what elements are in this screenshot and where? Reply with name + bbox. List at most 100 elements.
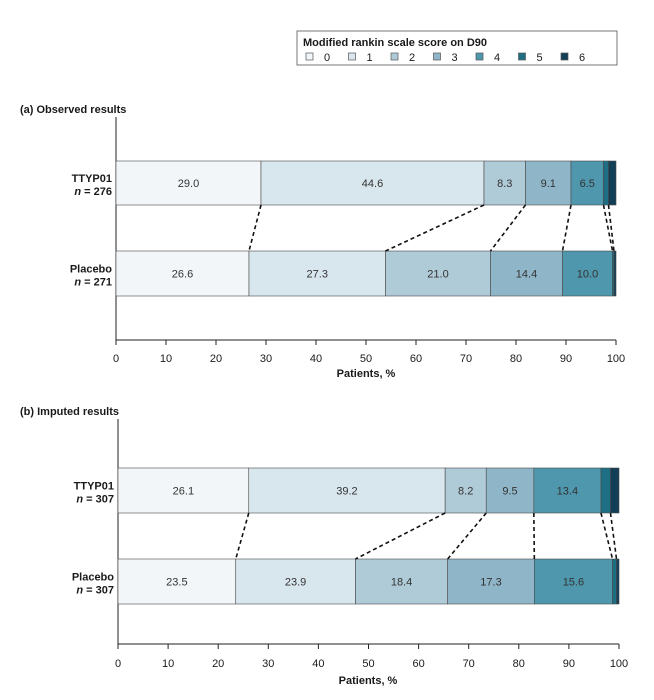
bar-value-label-ttyp01-score-0: 26.1 [173, 486, 194, 498]
bar-segment-placebo-score-3 [490, 250, 563, 297]
bar-value-label-placebo-score-2: 18.4 [391, 577, 412, 589]
bar-segment-placebo-score-2 [355, 558, 448, 605]
x-tick-label-30: 30 [262, 658, 274, 670]
bar-value-label-ttyp01-score-1: 39.2 [336, 486, 357, 498]
bar-value-label-placebo-score-4: 10.0 [577, 269, 598, 281]
legend: Modified rankin scale score on D90 0 1 2 3 4… [296, 30, 618, 66]
x-tick-label-20: 20 [210, 353, 222, 365]
panel-b-title: (b) Imputed results [20, 406, 119, 418]
connector-line-boundary-2 [447, 512, 487, 560]
bar-segment-placebo-score-0 [115, 250, 250, 297]
bar-segment-placebo-score-0 [117, 558, 237, 605]
connector-line-boundary-1 [355, 512, 446, 560]
bar-value-label-placebo-score-0: 26.6 [172, 269, 193, 281]
x-tick-label-90: 90 [560, 353, 572, 365]
bar-segment-ttyp01-score-6 [610, 467, 620, 514]
bar-value-label-ttyp01-score-1: 44.6 [362, 178, 383, 190]
x-tick-label-70: 70 [460, 353, 472, 365]
panel-b-x-axis-title: Patients, % [339, 675, 398, 687]
bar-segment-placebo-score-1 [235, 558, 356, 605]
connector-line-boundary-2 [489, 204, 527, 252]
group-n-label-placebo: n = 307 [76, 585, 114, 597]
bar-segment-placebo-score-4 [562, 250, 613, 297]
bar-segment-ttyp01-score-5 [603, 160, 609, 206]
bar-segment-placebo-score-5 [612, 558, 617, 605]
bar-segment-ttyp01-score-4 [533, 467, 602, 514]
bar-value-label-ttyp01-score-0: 29.0 [178, 178, 199, 190]
x-tick-label-80: 80 [510, 353, 522, 365]
bar-segment-ttyp01-score-4 [570, 160, 604, 206]
legend-swatch-4 [475, 52, 484, 61]
connector-line-boundary-5 [607, 204, 615, 252]
legend-swatch-0 [305, 52, 314, 61]
bar-value-label-ttyp01-score-2: 8.3 [497, 178, 512, 190]
legend-swatch-6 [560, 52, 569, 61]
bar-segment-ttyp01-score-0 [115, 160, 262, 206]
bar-value-label-placebo-score-3: 17.3 [480, 577, 501, 589]
connector-line-boundary-4 [602, 204, 614, 252]
bar-segment-placebo-score-6 [613, 250, 617, 297]
bar-segment-ttyp01-score-2 [444, 467, 487, 514]
x-tick-label-10: 10 [160, 353, 172, 365]
x-tick-label-10: 10 [162, 658, 174, 670]
group-n-label-ttyp01: n = 276 [74, 186, 112, 198]
bar-segment-placebo-score-4 [534, 558, 613, 605]
x-tick-label-50: 50 [362, 658, 374, 670]
bar-value-label-ttyp01-score-4: 13.4 [557, 486, 578, 498]
x-tick-label-60: 60 [410, 353, 422, 365]
group-label-placebo: Placebo [72, 572, 114, 584]
x-tick-label-100: 100 [610, 658, 628, 670]
bar-segment-ttyp01-score-1 [260, 160, 485, 206]
bar-segment-ttyp01-score-2 [483, 160, 526, 206]
bar-value-label-placebo-score-1: 27.3 [307, 269, 328, 281]
bar-segment-placebo-score-6 [616, 558, 620, 605]
bar-segment-ttyp01-score-3 [525, 160, 572, 206]
x-tick-label-40: 40 [312, 658, 324, 670]
group-label-ttyp01: TTYP01 [72, 173, 112, 185]
legend-swatch-5 [518, 52, 526, 61]
group-n-label-placebo: n = 271 [74, 277, 112, 289]
x-tick-label-100: 100 [607, 353, 625, 365]
x-tick-label-60: 60 [412, 658, 424, 670]
bar-segment-ttyp01-score-5 [600, 467, 611, 514]
x-tick-label-50: 50 [360, 353, 372, 365]
x-tick-label-40: 40 [310, 353, 322, 365]
x-tick-label-0: 0 [115, 658, 121, 670]
legend-label-3: 3 [452, 52, 458, 64]
bar-value-label-ttyp01-score-3: 9.1 [541, 178, 556, 190]
panel-a-x-axis-title: Patients, % [337, 368, 396, 380]
legend-title: Modified rankin scale score on D90 [303, 37, 487, 49]
bar-value-label-placebo-score-2: 21.0 [427, 269, 448, 281]
legend-label-2: 2 [409, 52, 415, 64]
panel-imputed-results: (b) Imputed results Patients, % 0 10 20 30 4… [20, 406, 628, 687]
group-label-placebo: Placebo [70, 264, 112, 276]
legend-swatch-1 [348, 52, 356, 61]
connector-line-boundary-5 [609, 512, 618, 560]
legend-label-6: 6 [579, 52, 585, 64]
panel-observed-results: (a) Observed results Patients, % 0 10 20 30… [20, 104, 625, 380]
legend-swatch-3 [433, 52, 441, 61]
group-label-ttyp01: TTYP01 [74, 481, 114, 493]
group-n-label-ttyp01: n = 307 [76, 494, 114, 506]
x-tick-label-90: 90 [563, 658, 575, 670]
bar-segment-ttyp01-score-3 [485, 467, 535, 514]
connector-line-boundary-3 [533, 512, 536, 560]
bar-value-label-ttyp01-score-4: 6.5 [580, 178, 595, 190]
panel-a-title: (a) Observed results [20, 104, 126, 116]
bar-value-label-placebo-score-3: 14.4 [516, 269, 537, 281]
legend-label-1: 1 [367, 52, 373, 64]
legend-label-0: 0 [324, 52, 330, 64]
connector-line-boundary-0 [234, 512, 250, 560]
legend-swatch-2 [390, 52, 399, 61]
bar-segment-ttyp01-score-1 [248, 467, 446, 514]
bar-value-label-placebo-score-0: 23.5 [166, 577, 187, 589]
x-tick-label-20: 20 [212, 658, 224, 670]
bar-segment-placebo-score-3 [447, 558, 535, 605]
connector-line-boundary-0 [248, 204, 262, 252]
legend-label-4: 4 [494, 52, 500, 64]
connector-line-boundary-1 [385, 204, 485, 252]
legend-label-5: 5 [537, 52, 543, 64]
x-tick-label-0: 0 [113, 353, 119, 365]
x-tick-label-70: 70 [463, 658, 475, 670]
